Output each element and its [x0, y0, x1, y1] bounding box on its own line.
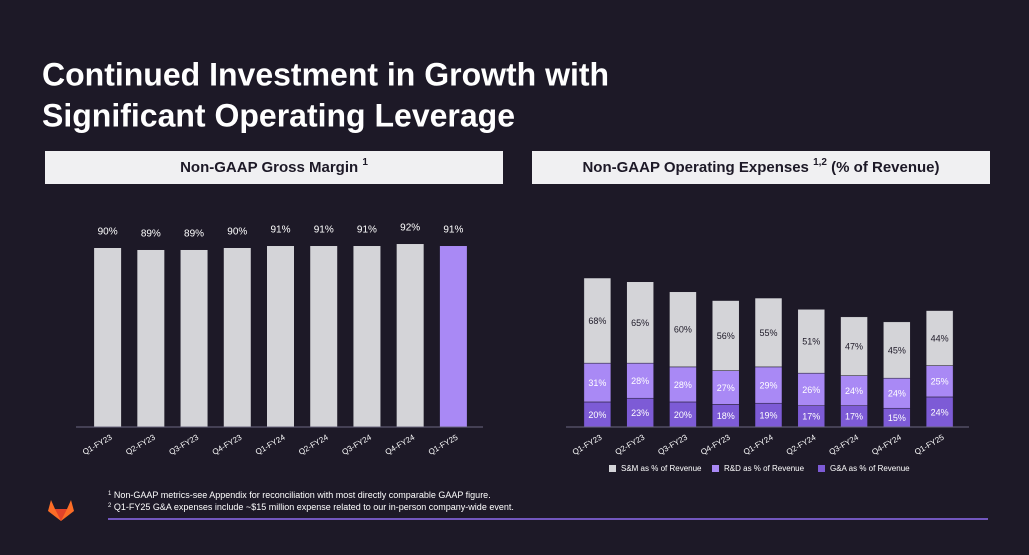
- value-label: 45%: [888, 345, 906, 355]
- footnote-text: Q1-FY25 G&A expenses include ~$15 millio…: [114, 502, 514, 512]
- value-label: 51%: [802, 337, 820, 347]
- bar-segment: [925, 365, 954, 398]
- value-label: 28%: [674, 380, 692, 390]
- logo-shape: [55, 509, 67, 521]
- value-label: 24%: [888, 389, 906, 399]
- chart-title: Non-GAAP Operating Expenses: [582, 159, 808, 176]
- logo: [48, 500, 74, 521]
- value-label: 19%: [759, 410, 777, 420]
- bar-segment: [669, 291, 697, 368]
- panel-title: Non-GAAP Operating Expenses 1,2 (% of Re…: [582, 153, 939, 176]
- title-suffix: (% of Revenue): [831, 159, 939, 176]
- value-label: 24%: [931, 407, 949, 417]
- value-label: 89%: [141, 229, 161, 240]
- value-label: 89%: [184, 229, 204, 240]
- title-note: 1,2: [813, 157, 827, 168]
- bar: [439, 246, 467, 427]
- panel-header: [45, 151, 503, 184]
- legend-label: G&A as % of Revenue: [830, 464, 910, 473]
- footnote-mark: 1: [108, 491, 112, 497]
- bar-segment: [669, 401, 697, 428]
- bar-segment: [626, 362, 654, 399]
- value-label: 17%: [845, 412, 863, 422]
- footnote: 2 Q1-FY25 G&A expenses include ~$15 mill…: [108, 499, 514, 512]
- bar-segment: [754, 366, 783, 404]
- value-label: 31%: [588, 378, 606, 388]
- value-label: 55%: [759, 328, 777, 338]
- bar-segment: [797, 309, 826, 374]
- panel-title: Non-GAAP Gross Margin 1: [180, 157, 368, 176]
- bar: [353, 246, 381, 427]
- value-label: 20%: [588, 410, 606, 420]
- value-label: 24%: [845, 386, 863, 396]
- bar-segment: [583, 362, 612, 403]
- title-note: 1: [362, 157, 368, 168]
- value-label: 90%: [98, 227, 118, 238]
- slide-title: Significant Operating Leverage: [42, 97, 515, 133]
- value-label: 23%: [631, 408, 649, 418]
- bar-segment: [840, 316, 868, 376]
- value-label: 68%: [588, 316, 606, 326]
- bar-segment: [669, 366, 697, 403]
- bar: [180, 249, 208, 427]
- legend-swatch: [818, 465, 825, 472]
- bar-segment: [583, 277, 612, 364]
- bar-segment: [925, 310, 954, 366]
- value-label: 47%: [845, 342, 863, 352]
- bar-segment: [797, 372, 826, 406]
- bar-segment: [626, 281, 654, 364]
- bar: [137, 249, 165, 427]
- value-label: 91%: [443, 225, 463, 236]
- legend-label: S&M as % of Revenue: [621, 464, 702, 473]
- bar-segment: [883, 321, 911, 379]
- value-label: 60%: [674, 325, 692, 335]
- value-label: 91%: [357, 225, 377, 236]
- legend-swatch: [712, 465, 719, 472]
- value-label: 28%: [631, 376, 649, 386]
- value-label: 91%: [270, 225, 290, 236]
- bar: [267, 246, 294, 427]
- bar: [310, 246, 338, 427]
- bar: [396, 244, 424, 427]
- value-label: 20%: [674, 410, 692, 420]
- legend-swatch: [609, 465, 616, 472]
- bar-segment: [626, 397, 654, 428]
- footnote-text: Non-GAAP metrics-see Appendix for reconc…: [114, 490, 491, 500]
- value-label: 29%: [759, 380, 777, 390]
- panel-header: [532, 151, 990, 184]
- slide-title: Continued Investment in Growth with: [42, 56, 609, 92]
- value-label: 25%: [931, 377, 949, 387]
- footnote-mark: 2: [108, 503, 112, 509]
- bar-segment: [840, 375, 868, 406]
- footnote: 1 Non-GAAP metrics-see Appendix for reco…: [108, 487, 491, 500]
- bar: [223, 248, 251, 427]
- value-label: 15%: [888, 413, 906, 423]
- value-label: 91%: [314, 225, 334, 236]
- bar-segment: [583, 401, 612, 428]
- bar-segment: [711, 300, 740, 371]
- bar-segment: [711, 370, 740, 405]
- bar-segment: [883, 377, 911, 409]
- value-label: 26%: [802, 385, 820, 395]
- value-label: 27%: [717, 383, 735, 393]
- legend-label: R&D as % of Revenue: [724, 464, 805, 473]
- value-label: 18%: [717, 411, 735, 421]
- value-label: 44%: [931, 333, 949, 343]
- value-label: 90%: [227, 227, 247, 238]
- value-label: 65%: [631, 318, 649, 328]
- value-label: 92%: [400, 223, 420, 234]
- chart-title: Non-GAAP Gross Margin: [180, 159, 358, 176]
- bar-segment: [754, 297, 783, 368]
- value-label: 56%: [717, 331, 735, 341]
- value-label: 17%: [802, 412, 820, 422]
- bar: [94, 248, 122, 427]
